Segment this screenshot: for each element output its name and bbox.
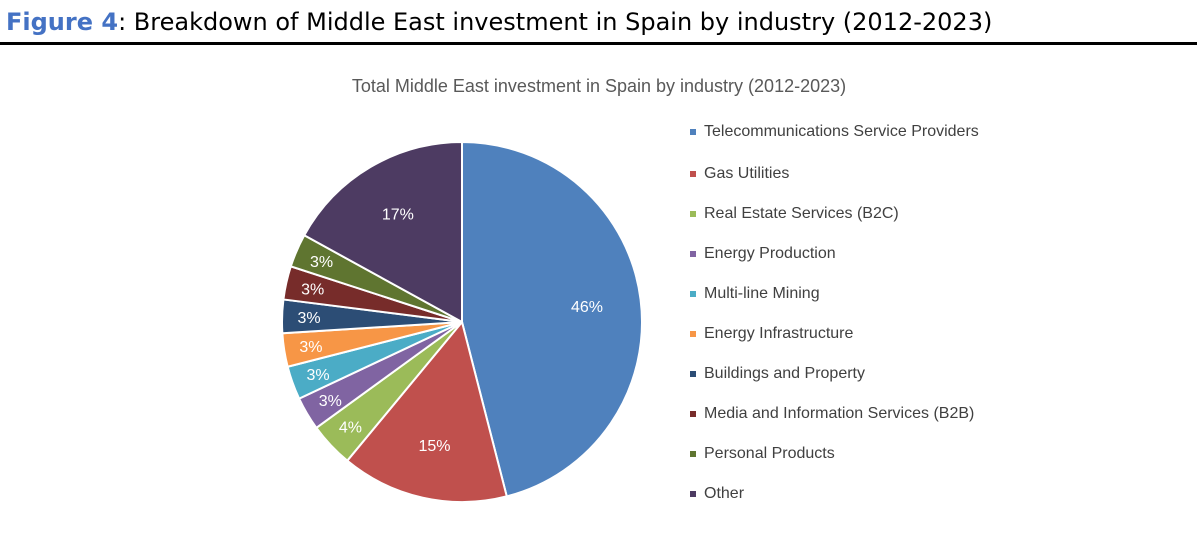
legend-swatch-1 xyxy=(690,171,696,177)
chart-title: Total Middle East investment in Spain by… xyxy=(0,76,1200,97)
legend-swatch-6 xyxy=(690,371,696,377)
legend-label-3: Energy Production xyxy=(704,245,836,262)
legend-item-2: Real Estate Services (B2C) xyxy=(690,204,1010,224)
legend-item-8: Personal Products xyxy=(690,444,1010,464)
legend-item-5: Energy Infrastructure xyxy=(690,324,1010,344)
legend-label-4: Multi-line Mining xyxy=(704,285,820,302)
pie-data-label-6: 3% xyxy=(298,310,321,327)
pie-data-label-3: 3% xyxy=(319,393,342,410)
legend-label-0: Telecommunications Service Providers xyxy=(704,123,979,140)
pie-data-label-1: 15% xyxy=(418,438,450,455)
pie-data-label-4: 3% xyxy=(306,367,329,384)
legend-swatch-4 xyxy=(690,291,696,297)
legend-item-6: Buildings and Property xyxy=(690,364,1010,384)
pie-data-label-0: 46% xyxy=(571,299,603,316)
legend-item-1: Gas Utilities xyxy=(690,164,1010,184)
figure-title: Breakdown of Middle East investment in S… xyxy=(126,8,993,36)
legend-item-7: Media and Information Services (B2B) xyxy=(690,404,1010,424)
legend-label-7: Media and Information Services (B2B) xyxy=(704,405,975,422)
legend-swatch-0 xyxy=(690,129,696,135)
pie-slice-9 xyxy=(302,140,463,324)
pie-data-label-2: 4% xyxy=(339,420,362,437)
pie-data-label-5: 3% xyxy=(299,339,322,356)
legend-label-2: Real Estate Services (B2C) xyxy=(704,205,899,222)
legend-swatch-3 xyxy=(690,251,696,257)
pie-slice-1 xyxy=(345,319,508,503)
legend-swatch-8 xyxy=(690,451,696,457)
legend-label-6: Buildings and Property xyxy=(704,365,865,382)
legend-label-1: Gas Utilities xyxy=(704,165,790,182)
pie-data-label-9: 17% xyxy=(382,207,414,224)
figure-header: Figure 4: Breakdown of Middle East inves… xyxy=(6,2,1200,42)
header-rule xyxy=(0,42,1197,45)
legend-swatch-9 xyxy=(690,491,696,497)
legend-swatch-7 xyxy=(690,411,696,417)
legend-label-5: Energy Infrastructure xyxy=(704,325,854,342)
legend-swatch-5 xyxy=(690,331,696,337)
legend-item-4: Multi-line Mining xyxy=(690,284,1010,304)
pie-slice-0 xyxy=(461,140,643,498)
legend-label-9: Other xyxy=(704,485,745,502)
legend-item-0: Telecommunications Service Providers xyxy=(690,122,1010,142)
legend-item-9: Other xyxy=(690,484,1010,504)
figure-separator: : xyxy=(118,8,127,36)
legend-swatch-2 xyxy=(690,211,696,217)
legend-label-8: Personal Products xyxy=(704,445,835,462)
figure-label: Figure 4 xyxy=(6,8,119,36)
pie-data-label-7: 3% xyxy=(301,282,324,299)
legend-item-3: Energy Production xyxy=(690,244,1010,264)
chart-title-text: Total Middle East investment in Spain by… xyxy=(351,76,847,96)
pie-data-label-8: 3% xyxy=(310,254,333,271)
